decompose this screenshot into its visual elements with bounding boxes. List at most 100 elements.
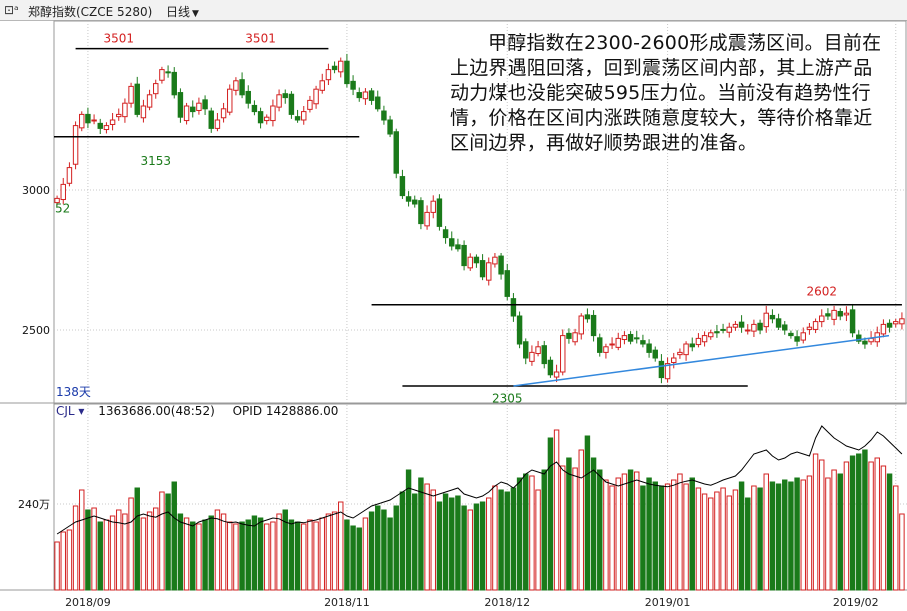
candle-body[interactable] (677, 351, 683, 356)
candle-body[interactable] (880, 323, 887, 335)
candle-body[interactable] (214, 119, 221, 129)
volume-bar[interactable] (874, 457, 880, 591)
volume-bar[interactable] (714, 491, 720, 591)
volume-bar[interactable] (621, 473, 628, 591)
volume-bar[interactable] (590, 457, 597, 591)
volume-bar[interactable] (757, 487, 763, 591)
candle-body[interactable] (504, 270, 510, 297)
volume-bar[interactable] (128, 497, 134, 591)
candle-body[interactable] (344, 60, 350, 85)
candle-body[interactable] (257, 111, 264, 124)
candle-body[interactable] (307, 99, 313, 110)
volume-bar[interactable] (492, 485, 498, 591)
volume-bar[interactable] (708, 497, 714, 591)
volume-bar[interactable] (165, 493, 171, 591)
candle-body[interactable] (615, 337, 621, 348)
volume-bar[interactable] (294, 521, 301, 591)
candle-body[interactable] (54, 197, 60, 204)
volume-bar[interactable] (233, 523, 239, 591)
volume-bar[interactable] (116, 509, 122, 591)
candle-body[interactable] (436, 198, 443, 227)
volume-bar[interactable] (362, 517, 369, 591)
volume-bar[interactable] (301, 523, 307, 591)
volume-bar[interactable] (886, 473, 893, 591)
volume-bar[interactable] (775, 483, 782, 591)
candle-body[interactable] (128, 85, 134, 104)
volume-bar[interactable] (560, 465, 566, 591)
candle-body[interactable] (732, 323, 739, 328)
volume-bar[interactable] (658, 485, 665, 591)
candle-body[interactable] (899, 318, 905, 325)
volume-bar[interactable] (79, 489, 85, 591)
candle-body[interactable] (177, 92, 184, 118)
candle-body[interactable] (171, 71, 177, 96)
volume-bar[interactable] (60, 531, 66, 591)
volume-bar[interactable] (319, 517, 325, 591)
volume-bar[interactable] (738, 481, 745, 591)
volume-bar[interactable] (893, 485, 899, 591)
volume-bar[interactable] (208, 515, 214, 591)
candle-body[interactable] (72, 125, 79, 165)
candle-body[interactable] (455, 244, 461, 250)
candle-body[interactable] (689, 343, 695, 348)
candle-body[interactable] (720, 328, 726, 331)
candle-body[interactable] (523, 341, 529, 359)
volume-bar[interactable] (449, 497, 455, 591)
candle-body[interactable] (412, 199, 418, 205)
volume-bar[interactable] (85, 509, 91, 591)
volume-bar[interactable] (862, 449, 868, 591)
candlestick-chart-icon[interactable]: ⊡ᵃ (4, 3, 19, 17)
candle-body[interactable] (812, 321, 819, 330)
volume-bar[interactable] (140, 517, 147, 591)
candle-body[interactable] (270, 105, 276, 122)
candle-body[interactable] (227, 88, 233, 113)
indicator-selector[interactable]: CJL ▾ (56, 404, 85, 418)
volume-bar[interactable] (239, 521, 245, 591)
volume-bar[interactable] (153, 507, 159, 591)
volume-bar[interactable] (683, 483, 689, 591)
candle-body[interactable] (331, 65, 338, 71)
volume-bar[interactable] (646, 477, 652, 591)
candle-body[interactable] (492, 256, 498, 265)
volume-bar[interactable] (196, 523, 202, 591)
volume-bar[interactable] (486, 497, 492, 591)
volume-bar[interactable] (356, 527, 362, 591)
candle-body[interactable] (695, 337, 702, 346)
volume-bar[interactable] (819, 459, 825, 591)
volume-bar[interactable] (171, 481, 177, 591)
candle-body[interactable] (769, 314, 776, 320)
volume-bar[interactable] (387, 517, 393, 591)
candle-body[interactable] (738, 321, 745, 328)
candle-body[interactable] (146, 94, 153, 108)
volume-bar[interactable] (350, 525, 356, 591)
candle-body[interactable] (578, 315, 584, 335)
candle-body[interactable] (430, 200, 436, 213)
candle-body[interactable] (590, 314, 597, 337)
candle-body[interactable] (510, 298, 517, 317)
volume-bar[interactable] (812, 453, 819, 591)
volume-bar[interactable] (880, 465, 887, 591)
candle-body[interactable] (399, 176, 406, 197)
volume-bar[interactable] (442, 493, 449, 591)
candle-body[interactable] (202, 99, 208, 110)
candle-body[interactable] (664, 363, 671, 380)
volume-bar[interactable] (424, 483, 430, 591)
candle-body[interactable] (584, 314, 591, 320)
volume-bar[interactable] (751, 485, 757, 591)
candle-body[interactable] (609, 343, 615, 346)
volume-bar[interactable] (609, 485, 615, 591)
volume-bar[interactable] (325, 513, 332, 591)
volume-bar[interactable] (338, 501, 344, 591)
candle-body[interactable] (103, 125, 110, 131)
volume-bar[interactable] (393, 505, 399, 591)
candle-body[interactable] (757, 322, 763, 331)
candle-body[interactable] (837, 311, 843, 317)
candle-body[interactable] (467, 256, 473, 269)
volume-bar[interactable] (214, 509, 221, 591)
candle-body[interactable] (190, 106, 196, 113)
candle-body[interactable] (560, 335, 566, 373)
candle-body[interactable] (264, 116, 270, 122)
candle-body[interactable] (405, 196, 412, 202)
candle-body[interactable] (66, 167, 73, 184)
volume-bar[interactable] (134, 487, 140, 591)
